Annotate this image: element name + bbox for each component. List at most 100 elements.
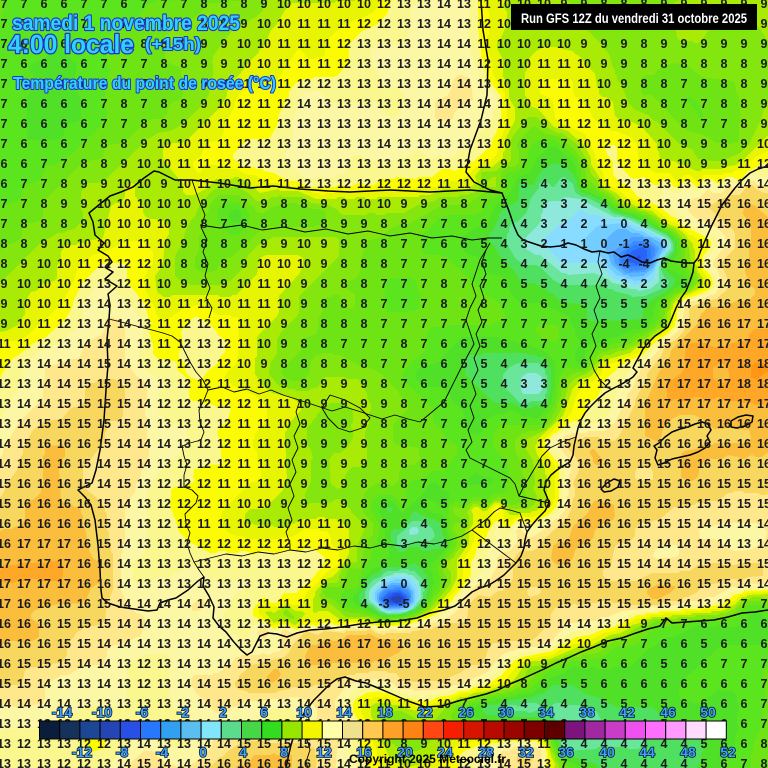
svg-text:13: 13 (697, 257, 711, 271)
svg-text:10: 10 (157, 237, 171, 251)
svg-text:14: 14 (117, 437, 131, 451)
svg-text:11: 11 (557, 57, 570, 71)
svg-text:12: 12 (197, 477, 211, 491)
svg-text:14: 14 (137, 457, 151, 471)
svg-text:16: 16 (277, 677, 291, 691)
svg-text:4: 4 (601, 197, 608, 211)
svg-text:15: 15 (537, 537, 551, 551)
svg-text:16: 16 (37, 497, 51, 511)
svg-text:14: 14 (137, 397, 151, 411)
svg-text:5: 5 (601, 317, 608, 331)
svg-text:13: 13 (497, 657, 511, 671)
svg-text:16: 16 (657, 417, 671, 431)
svg-text:11: 11 (337, 17, 350, 31)
svg-text:15: 15 (697, 197, 711, 211)
svg-text:16: 16 (717, 197, 731, 211)
svg-text:16: 16 (77, 577, 91, 591)
svg-text:34: 34 (538, 704, 554, 720)
svg-text:12: 12 (97, 737, 111, 751)
svg-text:7: 7 (421, 237, 428, 251)
svg-text:8: 8 (101, 137, 108, 151)
svg-text:7: 7 (481, 317, 488, 331)
svg-text:8: 8 (341, 297, 348, 311)
svg-text:7: 7 (561, 657, 568, 671)
svg-text:16: 16 (257, 757, 271, 768)
svg-text:14: 14 (217, 637, 231, 651)
svg-text:9: 9 (81, 197, 88, 211)
svg-text:12: 12 (237, 397, 251, 411)
svg-text:17: 17 (57, 537, 71, 551)
svg-text:12: 12 (197, 377, 211, 391)
svg-text:13: 13 (417, 77, 431, 91)
svg-text:14: 14 (197, 697, 211, 711)
svg-text:6: 6 (381, 497, 388, 511)
svg-text:13: 13 (197, 617, 211, 631)
svg-text:11: 11 (537, 737, 550, 751)
svg-text:7: 7 (101, 117, 108, 131)
svg-text:14: 14 (57, 357, 71, 371)
svg-text:11: 11 (477, 0, 490, 11)
svg-text:3: 3 (521, 377, 528, 391)
svg-text:4: 4 (681, 757, 688, 768)
svg-text:15: 15 (497, 637, 511, 651)
svg-text:9: 9 (621, 57, 628, 71)
svg-text:15: 15 (77, 377, 91, 391)
svg-text:50: 50 (700, 704, 716, 720)
svg-text:7: 7 (221, 217, 228, 231)
svg-text:15: 15 (517, 597, 531, 611)
svg-text:16: 16 (77, 517, 91, 531)
svg-text:6: 6 (681, 697, 688, 711)
svg-text:38: 38 (579, 704, 595, 720)
svg-text:14: 14 (177, 677, 191, 691)
svg-text:17: 17 (757, 337, 768, 351)
svg-text:7: 7 (681, 617, 688, 631)
svg-text:7: 7 (381, 317, 388, 331)
svg-text:15: 15 (637, 477, 651, 491)
svg-text:10: 10 (217, 97, 231, 111)
svg-text:11: 11 (277, 597, 290, 611)
svg-text:8: 8 (361, 277, 368, 291)
svg-text:10: 10 (97, 197, 111, 211)
svg-text:9: 9 (261, 237, 268, 251)
svg-text:8: 8 (221, 0, 228, 11)
svg-text:9: 9 (1, 277, 8, 291)
svg-text:8: 8 (521, 677, 528, 691)
svg-text:13: 13 (357, 77, 371, 91)
svg-text:7: 7 (741, 597, 748, 611)
svg-text:11: 11 (257, 597, 270, 611)
svg-text:6: 6 (741, 617, 748, 631)
svg-text:17: 17 (737, 337, 751, 351)
svg-text:12: 12 (577, 397, 591, 411)
svg-text:13: 13 (377, 117, 391, 131)
svg-text:6: 6 (481, 477, 488, 491)
svg-text:16: 16 (37, 517, 51, 531)
svg-text:12: 12 (157, 397, 171, 411)
svg-text:9: 9 (201, 77, 208, 91)
svg-text:10: 10 (417, 757, 431, 768)
svg-text:15: 15 (577, 577, 591, 591)
svg-text:15: 15 (617, 577, 631, 591)
svg-text:13: 13 (77, 297, 91, 311)
svg-text:9: 9 (341, 197, 348, 211)
svg-text:15: 15 (97, 357, 111, 371)
svg-text:7: 7 (1, 37, 8, 51)
svg-text:7: 7 (481, 457, 488, 471)
svg-text:4: 4 (521, 697, 528, 711)
svg-text:14: 14 (217, 657, 231, 671)
svg-text:15: 15 (517, 617, 531, 631)
svg-text:16: 16 (277, 657, 291, 671)
svg-text:13: 13 (517, 517, 531, 531)
svg-text:7: 7 (761, 717, 768, 731)
svg-text:10: 10 (257, 497, 271, 511)
svg-text:6: 6 (61, 97, 68, 111)
svg-text:11: 11 (257, 297, 270, 311)
svg-text:6: 6 (61, 77, 68, 91)
svg-text:9: 9 (321, 577, 328, 591)
svg-text:3: 3 (621, 277, 628, 291)
svg-text:11: 11 (497, 117, 510, 131)
svg-text:8: 8 (161, 37, 168, 51)
svg-text:10: 10 (537, 477, 551, 491)
svg-text:9: 9 (221, 57, 228, 71)
svg-text:9: 9 (321, 237, 328, 251)
svg-text:12: 12 (317, 617, 331, 631)
